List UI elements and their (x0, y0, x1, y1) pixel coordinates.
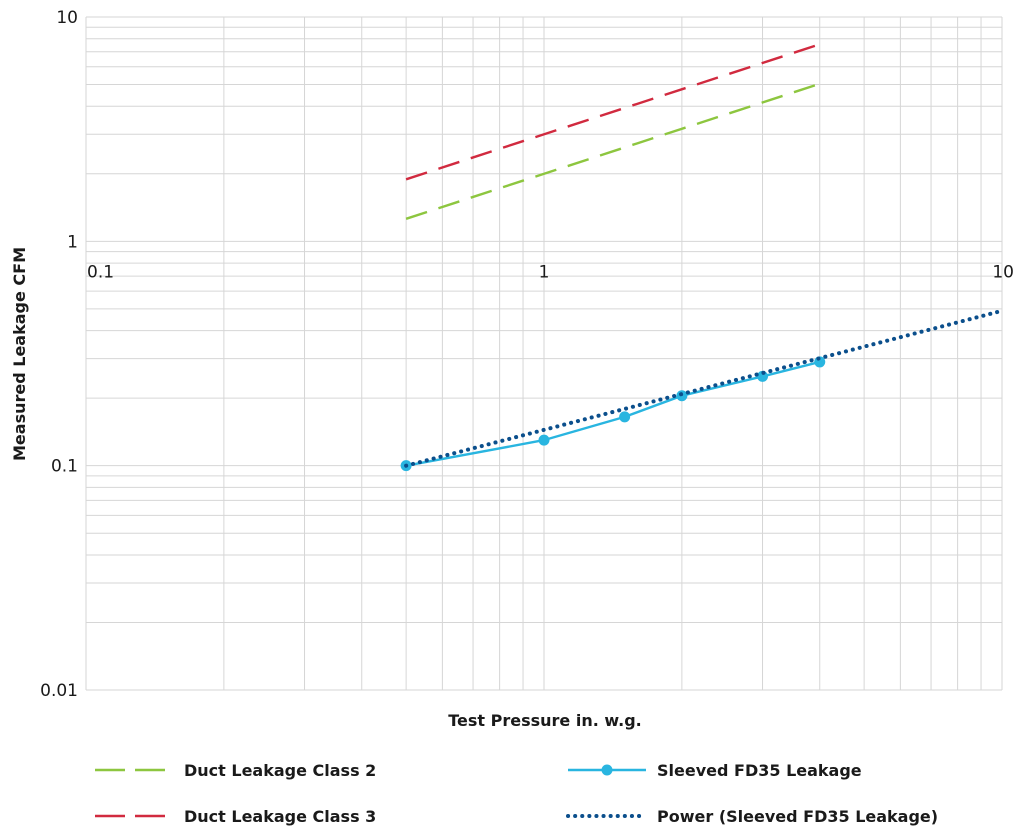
legend-label: Duct Leakage Class 3 (184, 807, 376, 826)
data-point (539, 435, 550, 446)
y-axis-title: Measured Leakage CFM (10, 247, 29, 461)
series-group (401, 44, 1002, 471)
x-tick-label: 10 (992, 262, 1014, 282)
grid (86, 17, 1002, 690)
legend-label: Duct Leakage Class 2 (184, 761, 376, 780)
y-tick-label: 10 (56, 8, 78, 28)
legend: Duct Leakage Class 2 Duct Leakage Class 3… (95, 761, 938, 826)
legend-label: Sleeved FD35 Leakage (657, 761, 862, 780)
y-tick-label: 0.1 (51, 457, 78, 477)
y-tick-label: 0.01 (40, 681, 78, 701)
axis-tick-labels: 0.1 1 10 0.01 0.1 1 10 (40, 8, 1014, 701)
x-tick-label: 1 (539, 262, 550, 282)
legend-item: Power (Sleeved FD35 Leakage) (568, 807, 938, 826)
legend-marker (602, 765, 613, 776)
legend-item: Duct Leakage Class 3 (95, 807, 376, 826)
legend-label: Power (Sleeved FD35 Leakage) (657, 807, 938, 826)
series-line-duct-leakage-class-2 (406, 84, 820, 219)
series-line-power-sleeved-fd35-leakage (406, 311, 1002, 466)
x-axis-title: Test Pressure in. w.g. (448, 711, 642, 730)
legend-item: Duct Leakage Class 2 (95, 761, 376, 780)
y-tick-label: 1 (67, 232, 78, 252)
x-tick-label: 0.1 (87, 262, 114, 282)
series-line-duct-leakage-class-3 (406, 44, 820, 179)
data-point (619, 411, 630, 422)
legend-item: Sleeved FD35 Leakage (568, 761, 862, 780)
